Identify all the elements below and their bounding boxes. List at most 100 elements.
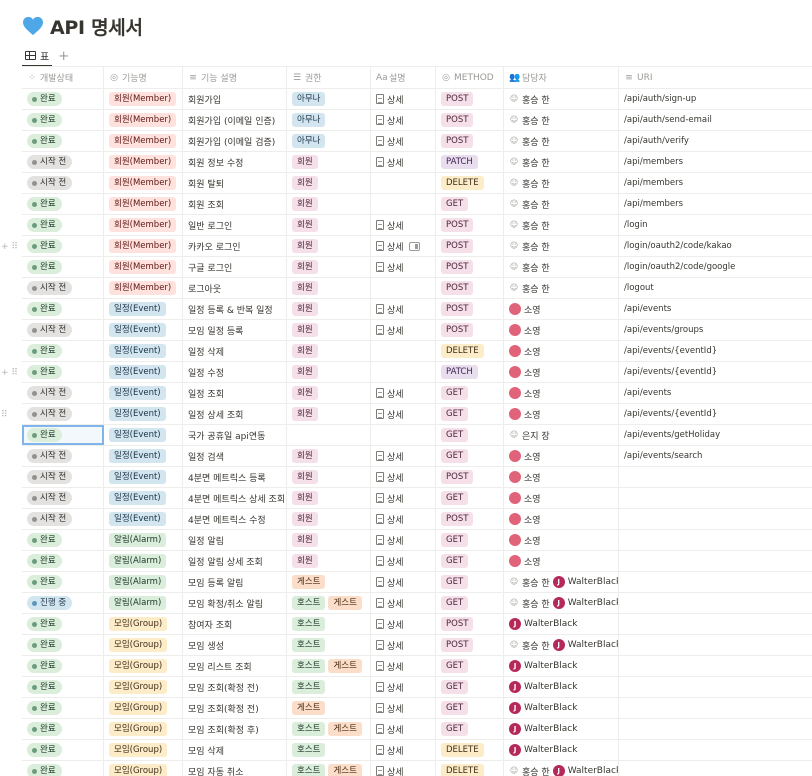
detail-doc-cell[interactable]: 상세 [371, 299, 436, 319]
description-cell[interactable]: 4분면 메트릭스 등록 [183, 467, 287, 487]
status-cell[interactable]: 시작 전 [22, 404, 104, 424]
permission-cell[interactable]: 게스트 [287, 698, 371, 718]
table-row[interactable]: 완료 모임(Group) 모임 조회(확정 후) 호스트 게스트 상세 GET J Walter… [22, 719, 812, 740]
status-cell[interactable]: 완료 [22, 677, 104, 697]
detail-doc-cell[interactable] [371, 341, 436, 361]
description-cell[interactable]: 모임 확정/취소 알림 [183, 593, 287, 613]
uri-cell[interactable] [619, 614, 812, 634]
description-cell[interactable]: 모임 일정 등록 [183, 320, 287, 340]
assignee[interactable]: ☺ 홍승 한 [509, 576, 550, 589]
feature-cell[interactable]: 알림(Alarm) [104, 530, 183, 550]
table-row[interactable]: 진행 중 알림(Alarm) 모임 확정/취소 알림 호스트 게스트 상세 GET ☺ 홍승 한… [22, 593, 812, 614]
method-cell[interactable]: POST [436, 236, 504, 256]
permission-cell[interactable]: 회원 [287, 488, 371, 508]
assignee-cell[interactable]: ☺ 홍승 한 J WalterBlack [504, 761, 619, 776]
description-cell[interactable]: 일정 등록 & 반복 일정 [183, 299, 287, 319]
assignee[interactable]: ☺ 홍승 한 [509, 639, 550, 652]
table-row[interactable]: 시작 전 회원(Member) 로그아웃 회원 POST ☺ 홍승 한/logout [22, 278, 812, 299]
status-cell[interactable]: 완료 [22, 551, 104, 571]
table-row[interactable]: 완료 회원(Member) 카카오 로그인 회원 상세 POST ☺ 홍승 한/login/o… [22, 236, 812, 257]
status-cell[interactable]: 시작 전 [22, 488, 104, 508]
description-cell[interactable]: 일정 삭제 [183, 341, 287, 361]
status-cell[interactable]: 완료 [22, 299, 104, 319]
table-row[interactable]: 시작 전 일정(Event) 일정 상세 조회 회원 상세 GET 소영/api/event… [22, 404, 812, 425]
table-row[interactable]: 완료 회원(Member) 회원가입 (이메일 인증) 아무나 상세 POST ☺ 홍승 한 /… [22, 110, 812, 131]
assignee[interactable]: ☺ 홍승 한 [509, 261, 550, 274]
feature-cell[interactable]: 모임(Group) [104, 740, 183, 760]
detail-link[interactable]: 상세 [376, 618, 404, 631]
assignee[interactable]: ☺ 홍승 한 [509, 198, 550, 211]
permission-cell[interactable]: 회원 [287, 194, 371, 214]
assignee[interactable]: J WalterBlack [509, 702, 577, 714]
description-cell[interactable]: 회원 정보 수정 [183, 152, 287, 172]
detail-doc-cell[interactable]: 상세 [371, 719, 436, 739]
assignee-cell[interactable]: 소영 [504, 320, 619, 340]
method-cell[interactable]: POST [436, 299, 504, 319]
assignee[interactable]: 소영 [509, 366, 541, 379]
detail-link[interactable]: 상세 [376, 135, 404, 148]
uri-cell[interactable] [619, 509, 812, 529]
method-cell[interactable]: POST [436, 110, 504, 130]
detail-link[interactable]: 상세 [376, 324, 404, 337]
permission-cell[interactable]: 회원 [287, 551, 371, 571]
detail-doc-cell[interactable] [371, 425, 436, 445]
feature-cell[interactable]: 회원(Member) [104, 131, 183, 151]
detail-doc-cell[interactable]: 상세 [371, 677, 436, 697]
assignee-cell[interactable]: J WalterBlack [504, 656, 619, 676]
status-cell[interactable]: 시작 전 [22, 278, 104, 298]
description-cell[interactable]: 모임 조회(확정 후) [183, 719, 287, 739]
detail-link[interactable]: 상세 [376, 387, 404, 400]
feature-cell[interactable]: 모임(Group) [104, 698, 183, 718]
permission-cell[interactable]: 회원 [287, 362, 371, 382]
permission-cell[interactable]: 회원 [287, 152, 371, 172]
permission-cell[interactable]: 호스트 게스트 [287, 656, 371, 676]
description-cell[interactable]: 회원가입 (이메일 검증) [183, 131, 287, 151]
method-cell[interactable]: POST [436, 509, 504, 529]
add-view-button[interactable]: + [58, 48, 70, 64]
feature-cell[interactable]: 일정(Event) [104, 362, 183, 382]
assignee[interactable]: J WalterBlack [509, 618, 577, 630]
status-cell[interactable]: 완료 [22, 740, 104, 760]
detail-link[interactable]: 상세 [376, 303, 404, 316]
description-cell[interactable]: 모임 자동 취소 [183, 761, 287, 776]
assignee[interactable]: ☺ 은지 장 [509, 429, 550, 442]
method-cell[interactable]: GET [436, 719, 504, 739]
description-cell[interactable]: 회원 조회 [183, 194, 287, 214]
table-row[interactable]: 완료 알림(Alarm) 모임 등록 알림 게스트 상세 GET ☺ 홍승 한 J WalterB… [22, 572, 812, 593]
detail-doc-cell[interactable]: 상세 [371, 446, 436, 466]
detail-doc-cell[interactable]: 상세 [371, 509, 436, 529]
method-cell[interactable]: DELETE [436, 761, 504, 776]
table-row[interactable]: 시작 전 회원(Member) 회원 정보 수정 회원 상세 PATCH ☺ 홍승 한/api… [22, 152, 812, 173]
description-cell[interactable]: 일반 로그인 [183, 215, 287, 235]
assignee[interactable]: J WalterBlack [552, 639, 618, 651]
status-cell[interactable]: 완료 [22, 362, 104, 382]
permission-cell[interactable]: 회원 [287, 215, 371, 235]
status-cell[interactable]: 완료 [22, 257, 104, 277]
status-cell[interactable]: 시작 전 [22, 509, 104, 529]
feature-cell[interactable]: 일정(Event) [104, 467, 183, 487]
feature-cell[interactable]: 모임(Group) [104, 719, 183, 739]
method-cell[interactable]: POST [436, 635, 504, 655]
assignee-cell[interactable]: 소영 [504, 341, 619, 361]
feature-cell[interactable]: 회원(Member) [104, 215, 183, 235]
description-cell[interactable]: 모임 삭제 [183, 740, 287, 760]
uri-cell[interactable]: /api/events/{eventId} [619, 362, 812, 382]
assignee-cell[interactable]: ☺ 홍승 한 [504, 278, 619, 298]
method-cell[interactable]: POST [436, 215, 504, 235]
row-drag-handle[interactable]: ⠿ [1, 409, 8, 420]
status-cell[interactable]: 완료 [22, 614, 104, 634]
assignee-cell[interactable]: 소영 [504, 509, 619, 529]
method-cell[interactable]: GET [436, 656, 504, 676]
assignee[interactable]: J WalterBlack [509, 681, 577, 693]
feature-cell[interactable]: 일정(Event) [104, 425, 183, 445]
assignee[interactable]: J WalterBlack [509, 744, 577, 756]
detail-link[interactable]: 상세 [376, 408, 404, 421]
assignee[interactable]: ☺ 홍승 한 [509, 219, 550, 232]
feature-cell[interactable]: 일정(Event) [104, 320, 183, 340]
status-cell[interactable]: 완료 [22, 572, 104, 592]
feature-cell[interactable]: 일정(Event) [104, 446, 183, 466]
assignee-cell[interactable]: ☺ 홍승 한 [504, 89, 619, 109]
uri-cell[interactable]: /api/events/search [619, 446, 812, 466]
assignee-cell[interactable]: 소영 [504, 467, 619, 487]
description-cell[interactable]: 참여자 조회 [183, 614, 287, 634]
